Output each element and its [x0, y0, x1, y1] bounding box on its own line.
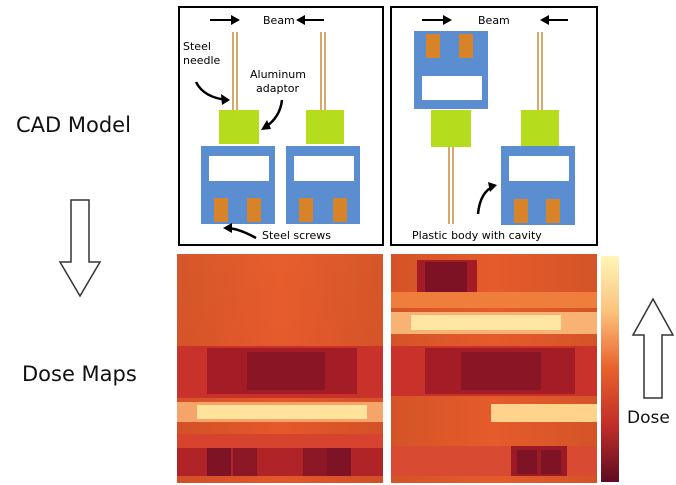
steel-needle-label-2: needle	[183, 54, 221, 67]
steel-needle-right	[320, 32, 326, 112]
steel-needle-label-1: Steel	[183, 40, 211, 53]
aluminum-adaptor-upright	[521, 110, 559, 146]
down-arrow-icon	[58, 199, 102, 298]
cad-model-label: CAD Model	[16, 113, 131, 137]
dose-colorbar	[601, 256, 619, 482]
up-arrow-icon	[631, 297, 675, 399]
aluminum-adaptor-right	[306, 110, 344, 144]
dose-label: Dose	[627, 408, 670, 428]
steel-needle-flipped	[448, 147, 454, 224]
plastic-body-upright	[501, 146, 575, 225]
plastic-body-left	[201, 146, 275, 224]
dose-map-right	[391, 254, 597, 483]
plastic-body-right	[286, 146, 360, 224]
beam-arrow-right-icon	[422, 15, 452, 25]
aluminum-adaptor-flipped	[431, 110, 471, 147]
aluminum-adaptor-left	[219, 110, 259, 144]
beam-arrow-left-icon	[540, 15, 568, 25]
plastic-body-label: Plastic body with cavity	[412, 229, 542, 242]
steel-needle-upright	[537, 32, 543, 112]
aluminum-label-1: Aluminum	[250, 68, 306, 81]
cad-panel-right: Beam Plastic body with cavity	[390, 6, 598, 246]
cad-panel-left: Beam Steel needle Aluminum adaptor Steel…	[178, 6, 384, 246]
steel-needle-left	[232, 32, 238, 112]
steel-screws-label: Steel screws	[262, 229, 331, 242]
beam-arrow-right-icon	[210, 15, 240, 25]
plastic-body-flipped	[414, 31, 488, 109]
dose-map-left	[177, 254, 383, 483]
dose-maps-label: Dose Maps	[22, 362, 137, 386]
beam-arrow-left-icon	[296, 15, 324, 25]
beam-label-right: Beam	[478, 14, 510, 27]
aluminum-label-2: adaptor	[256, 82, 299, 95]
beam-label-left: Beam	[263, 14, 295, 27]
